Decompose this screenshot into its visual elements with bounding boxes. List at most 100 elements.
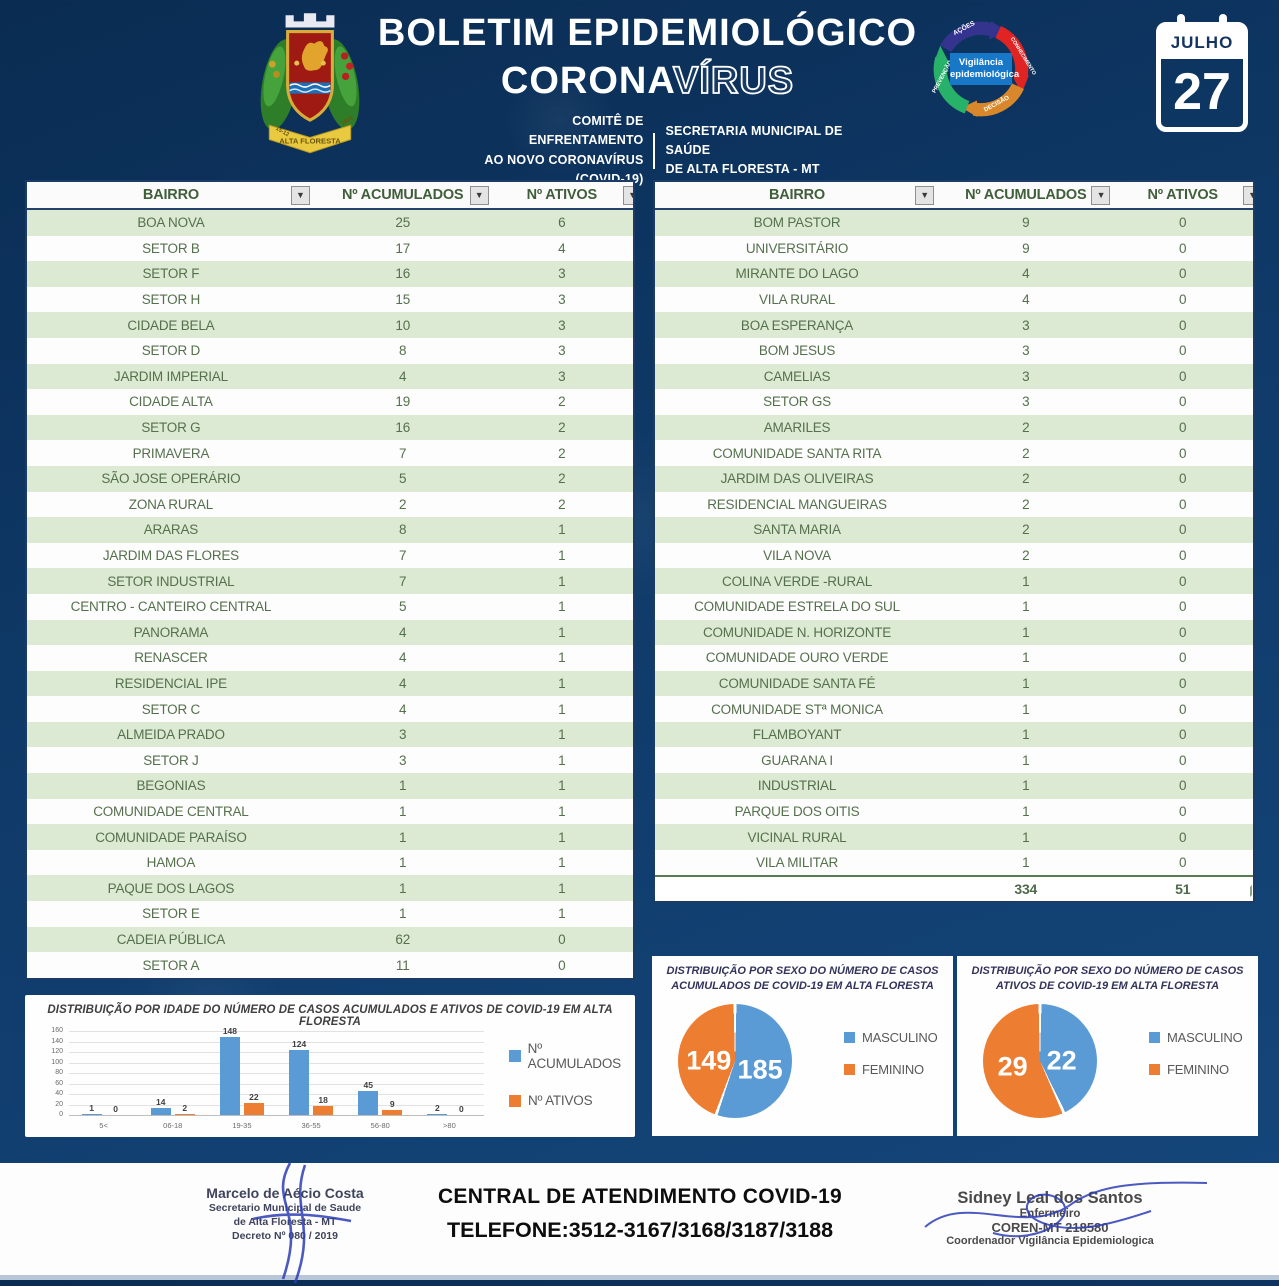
table-row: COMUNIDADE N. HORIZONTE 1 0 [655, 619, 1253, 646]
ativos-cell: 1 [558, 727, 566, 743]
table-row: PRIMAVERA 7 2 [27, 440, 633, 466]
y-axis-tick: 40 [55, 1090, 63, 1097]
table-row: SETOR H 15 3 [27, 286, 633, 313]
signatory-role: Enfermeiro [1019, 1208, 1081, 1220]
legend-label: FEMININO [862, 1062, 924, 1077]
acumulados-cell: 4 [399, 624, 407, 640]
filter-dropdown-button[interactable]: ▼ [290, 186, 310, 205]
table-row: UNIVERSITÁRIO 9 0 [655, 235, 1253, 262]
bar-ativos [174, 1113, 195, 1115]
table-row: INDUSTRIAL 1 0 [655, 773, 1253, 799]
ativos-cell: 1 [558, 548, 566, 564]
ativos-cell: 0 [1179, 650, 1187, 666]
table-row: VILA MILITAR 1 0 [655, 849, 1253, 876]
filter-dropdown-button[interactable]: ▼ [1242, 186, 1253, 205]
arrow-conhecimento-icon [1013, 75, 1029, 94]
ativos-cell: 0 [1179, 215, 1187, 231]
pie-graphic: 22 29 [983, 1004, 1097, 1118]
ativos-cell: 1 [558, 599, 566, 615]
bairro-cell: CIDADE ALTA [129, 394, 213, 410]
ativos-cell: 0 [1179, 599, 1187, 615]
table-row: COMUNIDADE ESTRELA DO SUL 1 0 [655, 593, 1253, 620]
table-row: ALMEIDA PRADO 3 1 [27, 721, 633, 748]
bar-value-label: 0 [113, 1104, 118, 1114]
x-axis-label: 19-35 [232, 1121, 252, 1130]
calendar-icon: JULHO 27 [1156, 14, 1248, 132]
bairro-cell: SETOR H [141, 292, 201, 308]
table-row: SETOR A 11 0 [27, 952, 633, 978]
total-acumulados: 334 [1014, 881, 1038, 898]
table-row: FLAMBOYANT 1 0 [655, 721, 1253, 748]
bairro-cell: JARDIM DAS FLORES [102, 548, 239, 564]
ativos-cell: 0 [1179, 778, 1187, 794]
bairro-cell: BOM PASTOR [753, 215, 841, 231]
table-row: SANTA MARIA 2 0 [655, 517, 1253, 543]
crest-label: ALTA FLORESTA [279, 137, 341, 146]
filter-dropdown-button[interactable]: ▼ [469, 186, 489, 205]
table-row: ZONA RURAL 2 2 [27, 491, 633, 518]
ativos-cell: 0 [1179, 727, 1187, 743]
bairro-cell: BOM JESUS [758, 343, 836, 359]
filter-dropdown-button[interactable]: ▼ [915, 186, 935, 205]
bairro-cell: ALMEIDA PRADO [117, 727, 225, 743]
table-row: COMUNIDADE CENTRAL 1 1 [27, 798, 633, 825]
column-header-ativos: Nº ATIVOS ▼ [491, 182, 633, 208]
filter-dropdown-button[interactable]: ▼ [622, 186, 633, 205]
ativos-cell: 0 [1179, 368, 1187, 384]
bairro-cell: SETOR B [142, 240, 200, 256]
ativos-cell: 0 [1179, 266, 1187, 282]
left-table-body: BOA NOVA 25 6 SETOR B 17 4 SETOR F 16 3 SETOR H 15… [27, 210, 633, 978]
bar-value-label: 0 [459, 1104, 464, 1114]
ativos-cell: 1 [558, 803, 566, 819]
bar-value-label: 2 [435, 1102, 440, 1113]
column-header-acumulados: Nº ACUMULADOS ▼ [939, 182, 1112, 208]
ativos-cell: 0 [558, 931, 566, 947]
arrow-decisao-icon [961, 100, 977, 117]
table-row: BOA ESPERANÇA 3 0 [655, 312, 1253, 338]
bairro-cell: MIRANTE DO LAGO [735, 266, 859, 282]
ativos-cell: 0 [1179, 829, 1187, 845]
acumulados-cell: 1 [1022, 829, 1030, 845]
committee-text: COMITÊ DE ENFRENTAMENTO AO NOVO CORONAVÍ… [484, 114, 644, 186]
legend-label: Nº ATIVOS [528, 1093, 593, 1108]
ativos-cell: 0 [1179, 343, 1187, 359]
column-header-ativos: Nº ATIVOS ▼ [1112, 182, 1253, 208]
legend-acumulados: Nº ACUMULADOS [509, 1041, 635, 1071]
legend-label: FEMININO [1167, 1062, 1229, 1077]
table-row: JARDIM IMPERIAL 4 3 [27, 363, 633, 390]
gridline [69, 1073, 484, 1074]
ativos-cell: 0 [1179, 445, 1187, 461]
bairro-cell: SETOR D [141, 343, 201, 359]
ativos-cell: 1 [558, 880, 566, 896]
acumulados-cell: 2 [399, 496, 407, 512]
acumulados-cell: 1 [399, 906, 407, 922]
bairro-cell: ZONA RURAL [128, 496, 214, 512]
acumulados-cell: 11 [395, 957, 410, 973]
filter-dropdown-button[interactable]: ▼ [1091, 186, 1111, 205]
table-row: VICINAL RURAL 1 0 [655, 824, 1253, 850]
bairro-cell: SETOR F [142, 266, 200, 282]
x-axis-label: >80 [443, 1121, 456, 1130]
bairro-cell: JARDIM DAS OLIVEIRAS [720, 471, 874, 487]
bairro-cell: SETOR A [142, 957, 200, 973]
column-header-bairro: BAIRRO ▼ [27, 182, 315, 208]
legend-label: Nº ACUMULADOS [527, 1041, 621, 1071]
y-axis-tick: 100 [51, 1058, 63, 1066]
ativos-cell: 0 [1179, 240, 1187, 256]
total-ativos: 51 [1175, 881, 1191, 898]
right-table-body: BOM PASTOR 9 0 UNIVERSITÁRIO 9 0 MIRANTE DO LA… [655, 210, 1253, 876]
table-row: VILA NOVA 2 0 [655, 542, 1253, 569]
acumulados-cell: 1 [1022, 752, 1030, 768]
arrow-acoes-icon [989, 21, 1007, 40]
acumulados-cell: 7 [399, 445, 407, 461]
acumulados-cell: 5 [399, 471, 407, 487]
table-row: SETOR G 16 2 [27, 414, 633, 441]
bar-value-label: 148 [222, 1026, 237, 1037]
table-row: COMUNIDADE SANTA FÉ 1 0 [655, 670, 1253, 697]
legend-swatch-icon [509, 1094, 521, 1107]
bulletin-title: BOLETIM EPIDEMIOLÓGICO [377, 12, 918, 54]
bairro-cell: COMUNIDADE STª MONICA [711, 701, 883, 717]
ativos-cell: 0 [1179, 317, 1187, 333]
ativos-cell: 0 [1179, 752, 1187, 768]
